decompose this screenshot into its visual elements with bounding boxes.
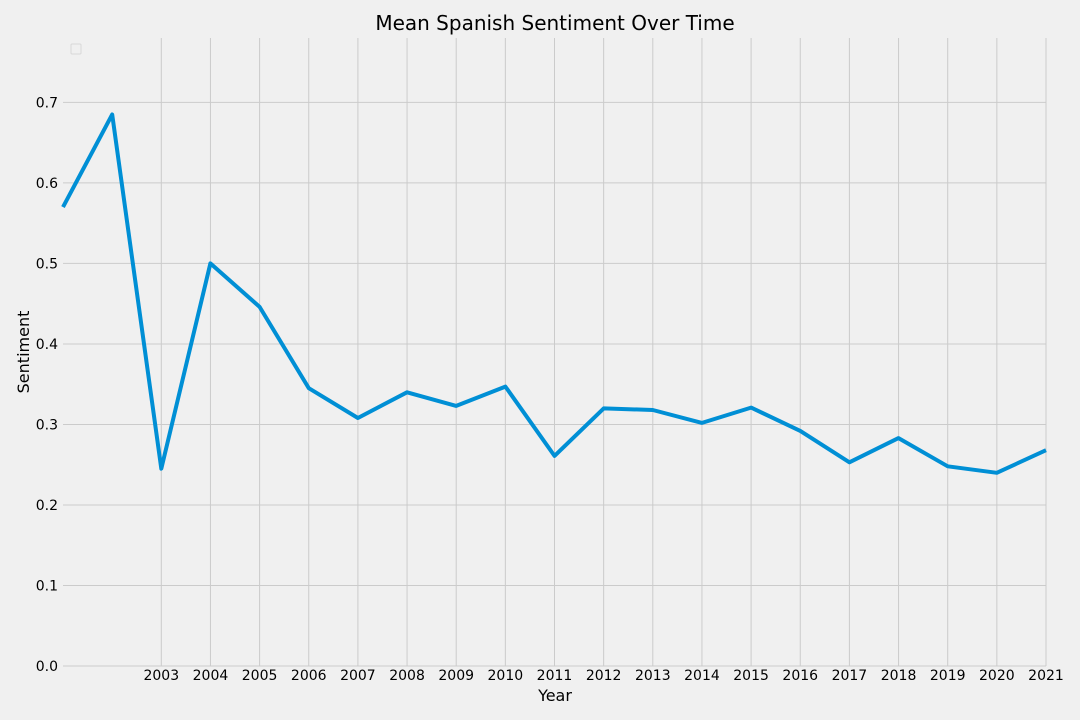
x-tick-label: 2004 xyxy=(193,668,229,684)
y-tick-label: 0.2 xyxy=(36,498,58,514)
y-tick-label: 0.4 xyxy=(36,337,58,353)
y-tick-label: 0.0 xyxy=(36,659,58,675)
x-tick-label: 2018 xyxy=(881,668,917,684)
x-axis-label: Year xyxy=(537,686,572,705)
chart-title: Mean Spanish Sentiment Over Time xyxy=(375,11,734,35)
x-tick-label: 2014 xyxy=(684,668,720,684)
x-tick-label: 2021 xyxy=(1028,668,1064,684)
y-tick-label: 0.1 xyxy=(36,578,58,594)
series-line-0 xyxy=(61,112,1047,475)
x-axis-ticks: 2003 2004 2005 2006 2007 2008 2009 2010 2011 2012… xyxy=(143,668,1063,684)
x-tick-label: 2012 xyxy=(586,668,622,684)
y-axis-ticks: 0.0 0.1 0.2 0.3 0.4 0.5 0.6 0.7 xyxy=(36,95,58,675)
x-tick-label: 2019 xyxy=(930,668,966,684)
x-tick-label: 2006 xyxy=(291,668,327,684)
x-tick-label: 2005 xyxy=(242,668,278,684)
x-tick-label: 2017 xyxy=(832,668,868,684)
x-tick-label: 2013 xyxy=(635,668,671,684)
series-layer xyxy=(61,112,1047,475)
legend-box xyxy=(70,43,82,55)
x-tick-label: 2007 xyxy=(340,668,376,684)
y-tick-label: 0.6 xyxy=(36,176,58,192)
x-tick-label: 2008 xyxy=(389,668,425,684)
y-tick-label: 0.5 xyxy=(36,256,58,272)
x-tick-label: 2009 xyxy=(438,668,474,684)
x-tick-label: 2011 xyxy=(537,668,573,684)
y-tick-label: 0.3 xyxy=(36,417,58,433)
y-tick-label: 0.7 xyxy=(36,95,58,111)
x-tick-label: 2020 xyxy=(979,668,1015,684)
x-tick-label: 2010 xyxy=(488,668,524,684)
x-tick-label: 2003 xyxy=(143,668,179,684)
y-axis-label: Sentiment xyxy=(14,311,33,394)
x-tick-label: 2016 xyxy=(782,668,818,684)
x-tick-label: 2015 xyxy=(733,668,769,684)
grid xyxy=(63,38,1047,667)
